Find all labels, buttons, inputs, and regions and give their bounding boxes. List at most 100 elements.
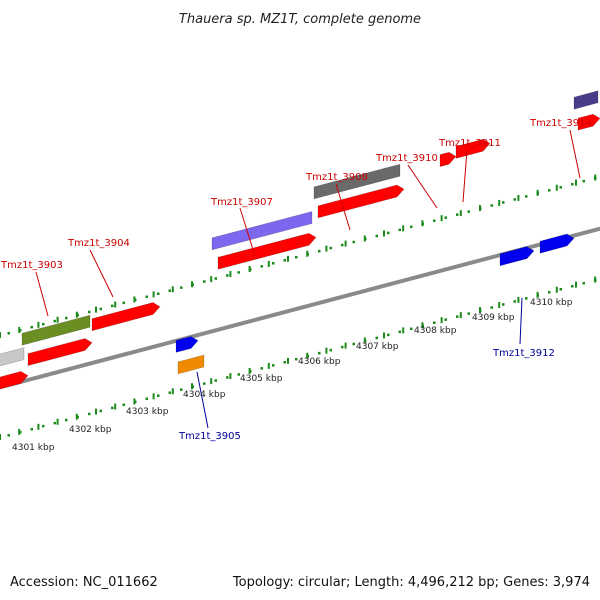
gene-label-3907[interactable]: Tmz1t_3907 [210, 197, 273, 208]
ruler-lower-dot [203, 382, 206, 385]
ruler-upper-dot [467, 210, 470, 213]
ruler-upper-dot [99, 307, 102, 311]
gene-label-3912[interactable]: Tmz1t_3912 [492, 348, 555, 359]
gene-arrow[interactable] [27, 338, 93, 366]
ruler-lower-dot [214, 379, 217, 382]
ruler-upper-dot [19, 328, 22, 332]
ruler-upper-dot [180, 286, 183, 289]
ruler-upper-dot [260, 265, 263, 268]
gene-block[interactable] [21, 314, 91, 346]
gene-block[interactable] [573, 90, 599, 110]
ruler-tick-label: 4307 kbp [356, 342, 399, 352]
ruler-lower-dot [226, 376, 229, 379]
ruler-tick-label: 4301 kbp [12, 443, 55, 453]
gene-arrow[interactable] [0, 371, 29, 391]
gene-block[interactable] [211, 211, 313, 251]
label-leaders [35, 129, 581, 429]
ruler-tick-label: 4308 kbp [414, 326, 457, 336]
gene-arrow[interactable] [91, 302, 161, 332]
ruler-upper-dot [571, 182, 574, 186]
ruler-lower-dot [456, 315, 459, 318]
ruler-tick-label: 4309 kbp [472, 313, 515, 323]
genome-summary-text: Topology: circular; Length: 4,496,212 bp… [232, 575, 590, 590]
gene-block[interactable] [313, 163, 401, 200]
ruler-upper-dot [168, 289, 171, 292]
ruler-upper-dot [410, 225, 413, 229]
gene-arrow[interactable] [317, 184, 405, 219]
ruler-lower-dot [341, 345, 344, 349]
gene-label-3908[interactable]: Tmz1t_3908 [305, 172, 368, 183]
ruler-lower-dot [352, 342, 355, 346]
label-leader-line [462, 149, 468, 203]
ruler-upper-dot [122, 301, 125, 305]
ruler-lower-dot [237, 373, 240, 376]
ruler-lower-dot [122, 403, 125, 407]
ruler-upper-dot [490, 204, 493, 207]
label-leader-line [239, 207, 256, 257]
ruler-upper-dot [272, 262, 275, 265]
label-leader-line [519, 297, 523, 345]
ruler-upper-dot [398, 228, 401, 232]
ruler-tick-label: 4305 kbp [240, 374, 283, 384]
ruler-upper-dot [548, 189, 551, 192]
gene-label-3904[interactable]: Tmz1t_3904 [67, 238, 130, 249]
accession-text: Accession: NC_011662 [10, 575, 158, 590]
gene-arrow[interactable] [499, 246, 535, 267]
ruler-upper-dot [444, 216, 447, 219]
ruler-upper-dot [341, 243, 344, 247]
gene-features [0, 90, 600, 391]
ruler-lower-dot [433, 321, 436, 324]
gene-label-3911[interactable]: Tmz1t_3911 [438, 138, 501, 149]
ruler-tick-label: 4306 kbp [298, 357, 341, 367]
ruler-lower-dot [375, 336, 378, 340]
ruler-lower-dot [42, 424, 45, 428]
ruler-lower-dot [548, 291, 551, 294]
ruler-upper-dot [42, 322, 45, 326]
ruler-upper-dot [145, 295, 148, 299]
gene-block[interactable] [177, 354, 205, 375]
ruler-lower-dot [398, 330, 401, 334]
gene-arrow[interactable] [577, 113, 600, 131]
ruler-lower-dot [260, 367, 263, 370]
gene-label-3910[interactable]: Tmz1t_3910 [375, 153, 438, 164]
ruler-upper-dot [329, 246, 332, 250]
ruler-upper-dot [157, 292, 160, 295]
ruler-upper-dot [502, 201, 505, 204]
ruler-upper-dot [283, 259, 286, 262]
ruler-lower-dot [7, 434, 10, 437]
ruler-upper-dot [7, 332, 10, 335]
ruler-lower-dot [490, 306, 493, 309]
map-title: Thauera sp. MZ1T, complete genome [179, 12, 421, 27]
ruler-upper-dot [387, 231, 390, 235]
ruler-lower-dot [65, 418, 68, 422]
ruler-lower-dot [467, 312, 470, 315]
ruler-tick-label: 4302 kbp [69, 425, 112, 435]
ruler-upper-dot [53, 319, 56, 323]
gene-block[interactable] [0, 347, 25, 369]
ruler-upper-dot [203, 280, 206, 283]
ruler-lower-dot [88, 412, 91, 416]
ruler-lower-dot [145, 397, 148, 401]
gene-arrow[interactable] [455, 138, 491, 159]
gene-arrow[interactable] [439, 151, 457, 167]
gene-arrow[interactable] [217, 232, 317, 270]
ruler-upper-dot [237, 271, 240, 274]
ruler-lower-dot [444, 318, 447, 321]
ruler-lower-dot [272, 364, 275, 367]
gene-label-3903[interactable]: Tmz1t_3903 [0, 260, 63, 271]
gene-arrow[interactable] [539, 233, 575, 254]
ruler-upper-dot [226, 274, 229, 277]
ruler-lower-dot [525, 297, 528, 300]
ruler-upper-dot [318, 249, 321, 253]
gene-label-3914[interactable]: Tmz1t_3914 [529, 118, 592, 129]
ruler-lower-dot [513, 300, 516, 303]
ruler-upper-dot [111, 304, 114, 308]
ruler-upper-dot [30, 325, 33, 329]
gene-arrow[interactable] [175, 336, 199, 353]
ruler-upper-dot [352, 240, 355, 244]
ruler-lower-dot [111, 406, 114, 410]
ruler-lower-dot [410, 327, 413, 331]
gene-label-3905[interactable]: Tmz1t_3905 [178, 431, 241, 442]
ruler-upper-dot [559, 186, 562, 189]
ruler-upper-dot [433, 219, 436, 222]
